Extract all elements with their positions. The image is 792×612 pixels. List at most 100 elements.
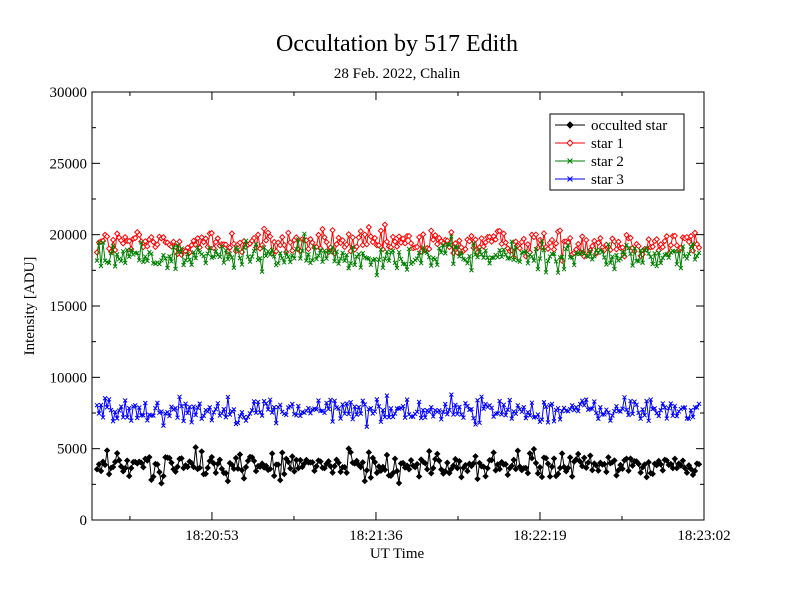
data-point xyxy=(380,407,386,413)
data-point xyxy=(199,416,205,422)
data-point xyxy=(659,243,666,251)
data-point xyxy=(237,255,243,261)
data-point xyxy=(458,473,465,481)
data-point xyxy=(350,244,356,250)
data-point xyxy=(261,245,267,250)
data-point xyxy=(456,237,463,244)
data-point xyxy=(676,248,682,254)
data-point xyxy=(93,466,101,473)
data-point xyxy=(338,416,343,421)
data-point xyxy=(178,455,185,462)
data-point xyxy=(358,265,364,270)
data-point xyxy=(322,248,327,254)
data-point xyxy=(355,234,362,241)
data-point xyxy=(688,244,694,249)
data-point xyxy=(126,237,133,245)
data-point xyxy=(652,251,658,256)
data-point xyxy=(482,239,489,246)
data-point xyxy=(404,397,410,403)
data-point xyxy=(446,242,452,248)
data-point xyxy=(646,418,652,424)
data-point xyxy=(612,266,617,272)
data-point xyxy=(694,253,700,259)
data-point xyxy=(235,247,241,252)
data-point xyxy=(211,254,217,260)
data-point xyxy=(490,449,497,456)
data-point xyxy=(524,241,532,248)
data-point xyxy=(513,411,519,417)
data-point xyxy=(262,237,270,244)
data-point xyxy=(474,475,481,483)
data-point xyxy=(120,248,126,254)
data-point xyxy=(497,247,503,253)
data-point xyxy=(146,453,153,461)
data-point xyxy=(624,407,629,413)
data-point xyxy=(293,246,299,252)
data-point xyxy=(221,260,227,266)
data-point xyxy=(426,254,432,260)
legend-item: occulted star xyxy=(555,118,667,134)
data-point xyxy=(253,241,259,247)
data-point xyxy=(522,464,530,472)
data-point xyxy=(667,242,675,249)
series-occulted-star xyxy=(93,444,703,487)
data-point xyxy=(628,251,633,257)
data-point xyxy=(621,253,628,260)
data-point xyxy=(330,419,335,424)
data-point xyxy=(154,461,161,468)
data-point xyxy=(678,265,684,271)
data-point xyxy=(384,393,390,399)
data-point xyxy=(343,241,350,248)
data-point xyxy=(674,261,680,267)
data-point xyxy=(338,256,343,262)
data-point xyxy=(222,241,230,248)
data-point xyxy=(251,248,257,254)
data-point xyxy=(96,411,102,416)
data-point xyxy=(121,464,129,472)
legend-item: star 3 xyxy=(555,172,624,188)
data-point xyxy=(574,450,582,458)
data-point xyxy=(551,418,557,424)
data-point xyxy=(501,402,507,408)
data-point xyxy=(372,256,378,262)
data-point xyxy=(454,464,461,472)
data-point xyxy=(273,420,279,426)
data-point xyxy=(464,467,471,475)
data-point xyxy=(605,454,612,461)
data-point xyxy=(449,234,454,239)
data-point xyxy=(142,238,149,245)
y-axis-label: Intensity [ADU] xyxy=(22,257,38,356)
data-point xyxy=(669,464,677,472)
data-point xyxy=(602,412,607,417)
data-point xyxy=(269,247,275,253)
data-point xyxy=(428,263,434,268)
data-point xyxy=(410,414,416,420)
data-point xyxy=(321,464,328,472)
data-point xyxy=(591,253,597,259)
data-point xyxy=(470,460,477,467)
data-point xyxy=(430,414,436,419)
data-point xyxy=(640,407,645,412)
data-point xyxy=(192,241,199,249)
data-point xyxy=(488,456,495,464)
data-point xyxy=(169,258,174,264)
data-point xyxy=(423,466,431,473)
data-point xyxy=(98,263,104,269)
data-point xyxy=(215,400,221,406)
data-point xyxy=(585,459,592,466)
axis-layer: 0 5000 10000 15000 20000 25000 30000 18:20:53 18… xyxy=(50,85,731,544)
data-point xyxy=(659,467,666,474)
data-point xyxy=(187,404,192,410)
data-point xyxy=(103,447,111,454)
data-point xyxy=(666,405,672,411)
series-star-2 xyxy=(94,231,702,278)
data-point xyxy=(622,394,627,400)
data-point xyxy=(579,462,586,470)
data-point xyxy=(649,470,656,478)
data-point xyxy=(438,416,444,422)
data-point xyxy=(100,415,106,420)
data-point xyxy=(364,424,370,430)
data-point xyxy=(94,402,100,408)
data-point xyxy=(210,460,217,467)
data-point xyxy=(664,416,670,421)
